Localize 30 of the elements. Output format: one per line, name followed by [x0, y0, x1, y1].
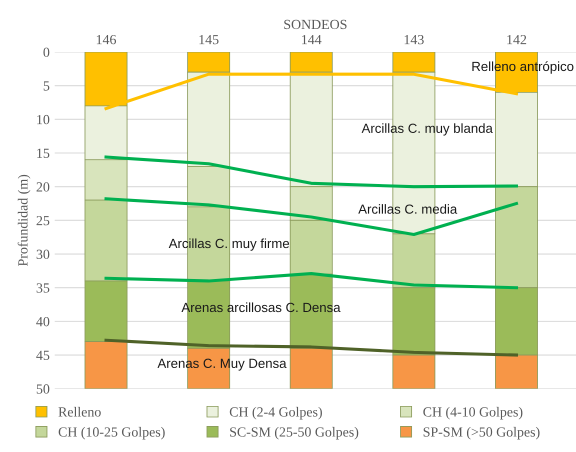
y-tick-label: 45	[36, 350, 50, 360]
line-series	[104, 338, 518, 357]
legend-label: Relleno	[58, 406, 101, 417]
annotation: Arcillas C. muy firme	[168, 238, 290, 251]
y-tick-label: 0	[43, 48, 50, 57]
x-tick-label: 146	[96, 34, 116, 44]
legend-label: CH (10-25 Golpes)	[58, 426, 165, 440]
y-tick-label: 5	[44, 81, 50, 91]
x-tick-label: 142	[507, 34, 526, 44]
x-axis-title: SONDEOS	[284, 20, 347, 30]
line-series	[104, 197, 518, 236]
legend-label: CH (4-10 Golpes)	[423, 406, 522, 420]
x-tick-label: 143	[404, 34, 424, 44]
x-tick-label: 145	[199, 34, 219, 44]
line-series	[104, 272, 518, 290]
y-tick-label: 40	[36, 316, 50, 326]
bar	[290, 348, 333, 389]
y-tick-label: 35	[36, 283, 50, 293]
y-tick-label: 15	[37, 148, 50, 158]
y-tick-label: 10	[37, 114, 50, 124]
legend-label: SP-SM (>50 Golpes)	[424, 426, 540, 440]
x-tick-label: 144	[302, 34, 322, 44]
legend-label: CH (2-4 Golpes)	[230, 406, 322, 420]
y-tick-label: 30	[36, 250, 50, 259]
legend-label: SC-SM (25-50 Golpes)	[230, 426, 358, 440]
line-series	[104, 156, 518, 188]
y-tick-label: 50	[36, 384, 50, 394]
y-axis-title: Profundidad (m)	[18, 174, 30, 266]
y-tick-label: 25	[36, 216, 50, 226]
y-tick-label: 20	[36, 182, 50, 192]
